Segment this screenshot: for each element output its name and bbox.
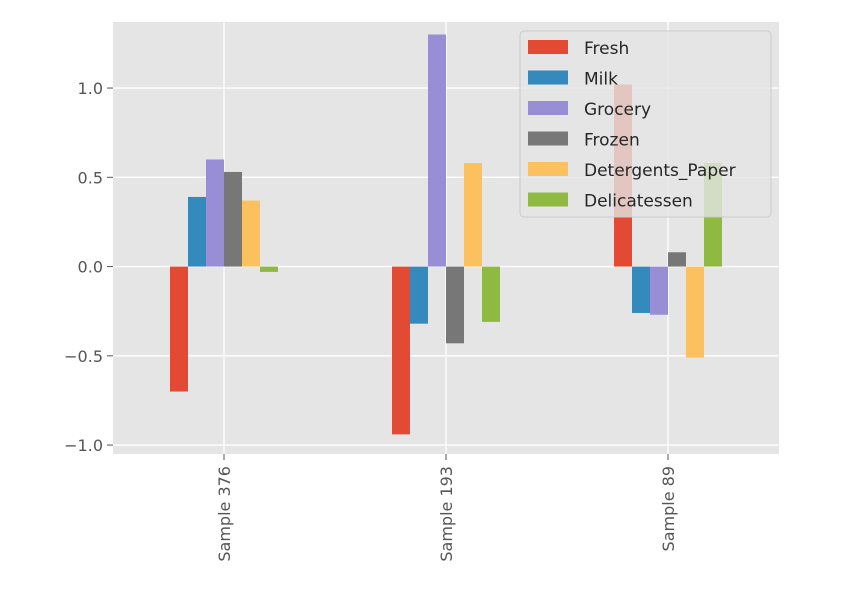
legend-swatch-delicatessen (528, 192, 568, 207)
bar-milk-sample-193 (410, 266, 428, 324)
legend: Fresh Milk Grocery Frozen Detergents_Paper De… (519, 30, 772, 218)
bar-frozen-sample-376 (224, 171, 242, 267)
bar-frozen-sample-89 (668, 252, 686, 267)
y-tick-label: 0.0 (78, 258, 103, 277)
bar-grocery-sample-89 (650, 266, 668, 315)
bar-frozen-sample-193 (446, 266, 464, 344)
x-tick-label: Sample 376 (215, 466, 234, 562)
y-tick-label: −0.5 (64, 347, 103, 366)
bar-fresh-sample-193 (392, 266, 410, 435)
bar-delicatessen-sample-193 (482, 266, 500, 322)
legend-label-fresh: Fresh (584, 39, 629, 59)
legend-swatch-frozen (528, 131, 568, 146)
y-tick-label: −1.0 (64, 436, 103, 455)
legend-swatch-grocery (528, 101, 568, 115)
legend-swatch-fresh (528, 40, 568, 54)
bar-milk-sample-89 (632, 266, 650, 313)
x-axis-ticks: Sample 376 Sample 193 Sample 89 (215, 454, 678, 562)
y-tick-label: 0.5 (78, 168, 103, 187)
bar-milk-sample-376 (188, 196, 206, 267)
bar-detergents_paper-sample-193 (464, 163, 482, 267)
x-tick-label: Sample 193 (437, 466, 456, 562)
legend-label-grocery: Grocery (584, 100, 651, 120)
legend-label-delicatessen: Delicatessen (584, 192, 693, 212)
bar-grocery-sample-193 (428, 34, 446, 267)
bar-detergents_paper-sample-376 (242, 200, 260, 267)
bar-fresh-sample-376 (170, 266, 188, 392)
legend-label-frozen: Frozen (584, 131, 640, 151)
legend-swatch-milk (528, 70, 568, 85)
legend-label-milk: Milk (584, 70, 618, 90)
y-tick-label: 1.0 (78, 79, 103, 98)
bar-grocery-sample-376 (206, 159, 224, 267)
x-tick-label: Sample 89 (659, 466, 678, 551)
legend-label-detergents_paper: Detergents_Paper (584, 161, 736, 181)
bar-detergents_paper-sample-89 (686, 266, 704, 358)
legend-swatch-detergents_paper (528, 162, 568, 176)
legend-box (519, 30, 772, 218)
y-axis-ticks: 1.0 0.5 0.0 −0.5 −1.0 (64, 79, 113, 455)
bar-delicatessen-sample-376 (260, 266, 278, 272)
